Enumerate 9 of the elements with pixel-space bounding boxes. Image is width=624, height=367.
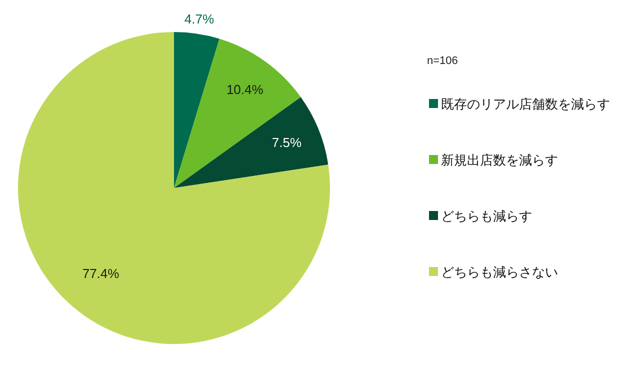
data-label: 4.7% — [184, 11, 214, 26]
data-label: 7.5% — [272, 135, 302, 150]
legend-label: どちらも減らさない — [441, 264, 558, 280]
legend-label: 既存のリアル店舗数を減らす — [441, 96, 610, 112]
text: n=106 — [427, 55, 458, 67]
legend-label: 新規出店数を減らす — [441, 152, 558, 168]
legend-label: どちらも減らす — [441, 208, 532, 224]
data-label: 77.4% — [82, 266, 120, 282]
data-label: 10.4% — [226, 82, 264, 98]
